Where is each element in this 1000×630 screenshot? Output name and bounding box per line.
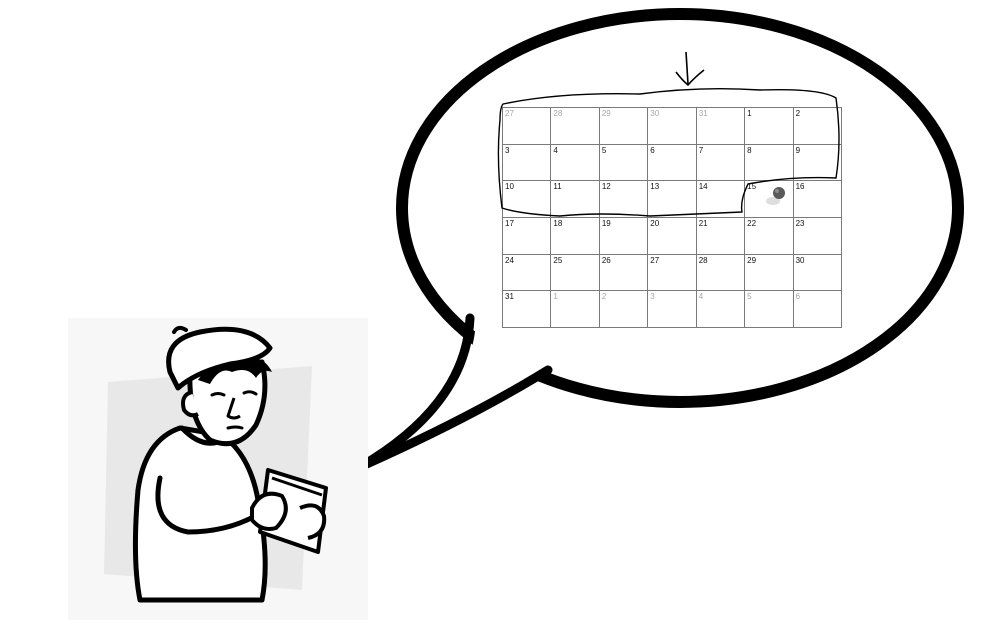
- calendar-day-cell: 27: [503, 108, 552, 145]
- calendar-day-label: 11: [553, 182, 562, 192]
- calendar-day-label: 30: [795, 255, 805, 265]
- calendar-day-label: 28: [553, 109, 563, 118]
- hand-right: [299, 503, 327, 540]
- calendar-day-cell: 6: [648, 144, 697, 182]
- calendar-day-cell: 29: [745, 254, 794, 292]
- calendar-day-label: 27: [505, 109, 514, 118]
- calendar-day-label: 28: [698, 255, 708, 265]
- calendar-day-label: 5: [747, 292, 752, 302]
- calendar-day-label: 21: [698, 219, 708, 228]
- calendar-day-label: 31: [698, 109, 708, 118]
- calendar-day-label: 17: [505, 219, 514, 228]
- calendar-day-label: 1: [747, 109, 752, 118]
- calendar-day-cell: 4: [696, 291, 746, 328]
- calendar-day-cell: 6: [793, 291, 842, 328]
- calendar-day-cell: 25: [551, 254, 600, 292]
- calendar-day-cell: 12: [599, 181, 649, 218]
- calendar-day-label: 22: [747, 219, 757, 228]
- calendar-day-cell: 13: [648, 181, 697, 218]
- sweater: [132, 425, 268, 603]
- calendar-day-cell: 11: [551, 181, 600, 218]
- calendar-day-cell: 21: [696, 218, 746, 255]
- calendar-day-cell: 29: [599, 108, 649, 145]
- calendar-day-cell: 3: [648, 291, 697, 328]
- calendar-day-label: 1: [553, 292, 558, 302]
- calendar-day-cell: 10: [503, 181, 552, 218]
- calendar-day-label: 29: [747, 255, 757, 265]
- calendar-day-label: 20: [650, 219, 660, 228]
- calendar-day-label: 12: [601, 182, 611, 192]
- calendar-day-cell: 18: [551, 218, 600, 255]
- calendar-day-label: 2: [601, 292, 607, 302]
- calendar-day-label: 4: [553, 145, 558, 155]
- calendar-day-label: 25: [553, 255, 563, 265]
- calendar-day-cell: 28: [696, 254, 746, 292]
- calendar-day-label: 4: [698, 292, 704, 302]
- calendar-day-cell: 15: [745, 181, 794, 218]
- calendar-day-cell: 30: [648, 108, 697, 145]
- calendar-day-cell: 14: [696, 181, 746, 218]
- calendar-day-cell: 1: [745, 108, 794, 145]
- calendar-day-label: 19: [601, 219, 611, 228]
- calendar-day-label: 3: [650, 292, 655, 302]
- hand-left: [250, 491, 288, 531]
- calendar-day-cell: 23: [793, 218, 842, 255]
- calendar-day-cell: 31: [503, 291, 552, 328]
- calendar-day-cell: 22: [745, 218, 794, 255]
- calendar-day-label: 9: [795, 145, 801, 155]
- calendar-day-cell: 16: [793, 181, 842, 218]
- calendar-day-label: 15: [747, 182, 757, 192]
- calendar-day-label: 31: [505, 292, 514, 302]
- calendar-day-label: 10: [505, 182, 514, 192]
- calendar-day-label: 5: [601, 145, 607, 155]
- person-illustration: [68, 318, 368, 620]
- calendar-day-cell: 17: [503, 218, 552, 255]
- calendar-day-label: 30: [650, 109, 660, 118]
- calendar-day-label: 26: [601, 255, 611, 265]
- calendar-day-label: 16: [795, 182, 805, 192]
- calendar-day-cell: 9: [793, 144, 842, 182]
- calendar-day-label: 24: [505, 255, 514, 265]
- calendar-day-label: 29: [601, 109, 611, 118]
- calendar-grid: 27 28 29 30 31 1 2 3 4 5 6 7 8 9 10 11 12 13 14 15 16 17 18 19 2…: [502, 107, 842, 328]
- calendar-day-label: 6: [650, 145, 655, 155]
- calendar-day-label: 14: [698, 182, 708, 192]
- calendar-day-cell: 26: [599, 254, 649, 292]
- calendar-day-cell: 3: [503, 144, 552, 182]
- calendar-day-cell: 20: [648, 218, 697, 255]
- calendar-day-label: 13: [650, 182, 660, 192]
- calendar-day-cell: 8: [745, 144, 794, 182]
- calendar-day-cell: 27: [648, 254, 697, 292]
- beret: [166, 326, 273, 391]
- calendar-day-cell: 28: [551, 108, 600, 145]
- calendar-day-cell: 5: [745, 291, 794, 328]
- calendar-day-cell: 4: [551, 144, 600, 182]
- calendar-day-cell: 2: [793, 108, 842, 145]
- calendar-day-cell: 7: [696, 144, 746, 182]
- calendar-day-cell: 30: [793, 254, 842, 292]
- calendar-day-label: 18: [553, 219, 563, 228]
- calendar-day-cell: 1: [551, 291, 600, 328]
- calendar-day-label: 3: [505, 145, 510, 155]
- calendar-day-label: 6: [795, 292, 801, 302]
- calendar-day-label: 8: [747, 145, 752, 155]
- calendar-day-cell: 24: [503, 254, 552, 292]
- calendar-day-label: 2: [795, 109, 801, 118]
- calendar-day-label: 7: [698, 145, 704, 155]
- calendar-day-cell: 31: [696, 108, 746, 145]
- calendar-day-cell: 5: [599, 144, 649, 182]
- calendar-day-label: 27: [650, 255, 660, 265]
- calendar-day-cell: 2: [599, 291, 649, 328]
- calendar-day-label: 23: [795, 219, 805, 228]
- calendar-day-cell: 19: [599, 218, 649, 255]
